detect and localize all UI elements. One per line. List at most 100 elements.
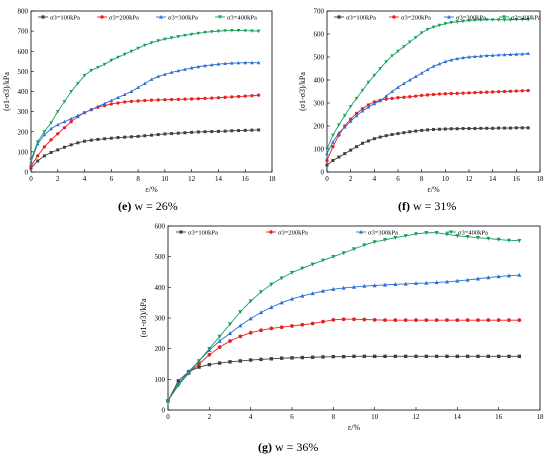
data-point [496,18,501,22]
data-point [223,129,227,133]
y-tick-label: 800 [18,8,29,16]
data-point [217,361,222,365]
data-point [165,399,171,404]
y-tick-label: 300 [155,315,166,323]
data-point [310,355,315,359]
data-point [507,318,511,323]
data-point [414,94,418,98]
data-point [506,273,512,278]
x-tick-label: 6 [396,175,400,183]
data-point [150,133,153,137]
legend-marker [179,230,183,234]
data-point [109,136,113,140]
data-point [183,33,187,38]
data-point [227,322,233,327]
data-point [163,98,167,102]
data-point [355,145,359,149]
caption-g-text: w = 36% [275,440,319,454]
x-tick-label: 18 [537,175,545,183]
data-point [149,41,154,45]
series-1 [166,354,522,403]
data-point [486,236,491,241]
legend-label: σ3=200kPa [109,14,139,21]
x-tick-label: 8 [136,175,140,183]
data-point [189,32,194,37]
legend-label: σ3=100kPa [188,229,218,236]
x-tick-label: 2 [208,413,212,421]
y-axis-label: (σ1-σ3)/kPa [298,72,307,111]
data-point [258,310,264,315]
x-tick-label: 0 [325,175,329,183]
x-tick-label: 0 [29,175,33,183]
data-point [236,29,241,33]
data-point [42,130,47,134]
y-tick-label: 500 [155,253,166,261]
y-tick-label: 200 [18,128,29,136]
x-tick-label: 18 [269,175,277,183]
data-point [420,128,424,132]
data-point [475,276,481,281]
data-point [29,166,33,170]
data-point [461,91,465,95]
legend-marker [41,15,45,19]
legend-marker [100,15,104,19]
data-point [496,237,501,242]
data-point [248,316,253,321]
data-point [250,94,254,98]
x-tick-label: 8 [420,175,424,183]
data-point [351,247,357,252]
y-tick-label: 600 [314,31,325,39]
data-point [122,92,127,97]
x-tick-label: 6 [110,175,114,183]
data-point [343,152,347,156]
caption-g-label: (g) [258,440,272,454]
data-point [223,95,227,99]
series-2 [166,317,522,403]
data-point [485,126,489,130]
data-point [432,127,435,131]
data-point [449,127,453,131]
data-point [465,235,470,239]
legend: σ3=100kPa σ3=200kPa σ3=300kPa σ3=400kPa [176,229,488,236]
data-point [461,55,465,60]
x-tick-label: 14 [454,413,462,421]
data-point [176,131,180,135]
data-point [69,120,73,124]
data-point [163,72,167,76]
data-point [517,318,522,323]
data-point [331,159,335,162]
data-point [414,354,418,359]
data-point [210,96,214,100]
data-point [149,77,154,81]
data-point [508,18,513,22]
data-point [455,91,459,95]
data-point [300,293,305,298]
legend: σ3=100kPa σ3=200kPa σ3=300kPa σ3=400kPa [334,14,541,21]
data-point [443,127,447,131]
data-point [35,140,40,144]
caption-e-label: (e) [118,199,132,213]
data-point [289,270,295,275]
data-point [491,90,495,94]
series-line [167,318,520,402]
chart-panel-e: 0 2 4 6 8 10 12 14 16 18 0 100 200 300 400 500 600 700 800… [2,8,276,195]
data-point [230,129,234,133]
data-point [403,281,408,286]
data-point [484,18,489,22]
data-point [176,68,181,73]
data-point [337,155,341,159]
legend-label: σ3=400kPa [511,14,541,21]
data-point [169,97,174,102]
data-point [506,238,512,243]
x-tick-label: 18 [537,413,545,421]
data-point [449,58,454,62]
data-point [455,318,460,323]
data-point [236,60,241,65]
data-point [196,97,201,101]
data-point [256,93,261,97]
data-point [424,280,429,285]
data-point [210,130,214,134]
data-point [109,58,114,63]
data-point [414,318,418,323]
data-point [143,81,147,85]
